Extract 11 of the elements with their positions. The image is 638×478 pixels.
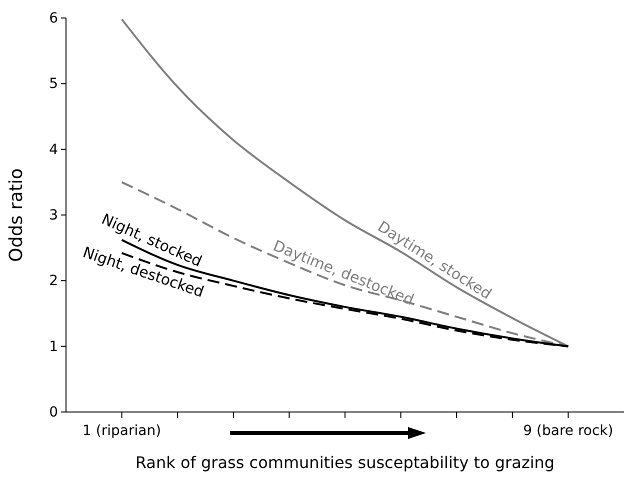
y-tick-label: 0 — [49, 404, 58, 420]
y-tick-label: 3 — [49, 207, 58, 224]
y-tick-label: 5 — [49, 76, 58, 92]
y-tick-label: 2 — [49, 273, 58, 290]
x-tick-label: 9 (bare rock) — [523, 423, 614, 439]
y-tick-label: 6 — [49, 10, 58, 26]
y-tick-label: 1 — [49, 338, 58, 355]
y-axis-title: Odds ratio — [6, 168, 27, 262]
x-axis-title: Rank of grass communities susceptability to grazing — [135, 453, 555, 472]
y-tick-label: 4 — [49, 142, 58, 158]
x-tick-label: 1 (riparian) — [82, 423, 162, 439]
